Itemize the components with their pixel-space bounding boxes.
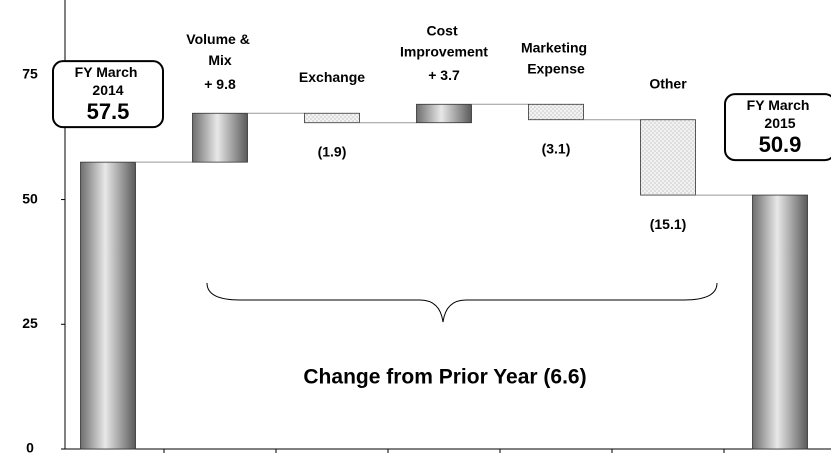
value-label: + 3.7 <box>428 67 460 83</box>
total-box <box>52 60 164 129</box>
category-label: Volume & Mix <box>186 31 253 68</box>
bar <box>416 103 472 124</box>
bar <box>304 112 360 124</box>
bar <box>640 119 696 196</box>
total-box <box>724 93 831 162</box>
annotation: Change from Prior Year (6.6) <box>303 366 586 389</box>
y-tick-label: 25 <box>22 315 38 331</box>
bar <box>528 103 584 121</box>
value-label: + 9.8 <box>204 76 236 92</box>
category-label: FY March 2015 <box>747 97 814 131</box>
y-tick-label: 75 <box>22 66 38 82</box>
value-label: (15.1) <box>650 216 687 232</box>
category-label: Cost Improvement <box>400 22 488 59</box>
value-label: (1.9) <box>318 143 347 159</box>
bar <box>80 161 136 450</box>
y-tick-label: 50 <box>22 190 38 206</box>
category-label: FY March 2014 <box>75 64 142 98</box>
category-label: Other <box>649 75 687 91</box>
bar <box>192 112 248 163</box>
value-label: 50.9 <box>759 132 802 157</box>
bar <box>752 194 808 450</box>
brace <box>206 282 718 323</box>
category-label: Exchange <box>299 69 365 85</box>
y-tick-label: 0 <box>26 440 34 456</box>
value-label: 57.5 <box>87 99 130 124</box>
value-label: (3.1) <box>542 140 571 156</box>
category-label: Marketing Expense <box>521 39 591 76</box>
